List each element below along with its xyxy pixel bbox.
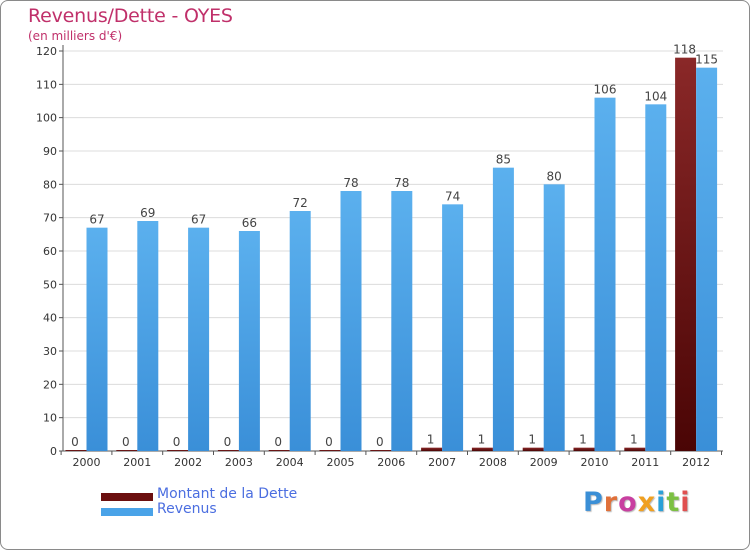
bar-dette-2007 [421, 447, 443, 451]
label-revenus-2001: 69 [140, 206, 155, 220]
y-tick-label: 70 [43, 212, 57, 225]
label-revenus-2007: 74 [445, 189, 460, 203]
y-tick-label: 40 [43, 312, 57, 325]
label-revenus-2000: 67 [89, 213, 104, 227]
x-tick-label: 2006 [377, 456, 405, 469]
x-tick-label: 2003 [225, 456, 253, 469]
logo-letter: i [680, 487, 691, 518]
bar-revenus-2008 [492, 167, 514, 451]
logo-letter: P [583, 487, 604, 518]
label-revenus-2010: 106 [594, 83, 617, 97]
legend-label-dette: Montant de la Dette [157, 486, 298, 502]
bar-revenus-2007 [442, 204, 464, 451]
label-dette-2002: 0 [173, 435, 181, 449]
bar-dette-2009 [522, 447, 544, 451]
logo-letter: t [666, 487, 681, 518]
bar-dette-2010 [573, 447, 595, 451]
bar-dette-2006 [370, 450, 392, 451]
x-tick-label: 2004 [276, 456, 304, 469]
bar-revenus-2004 [289, 211, 311, 451]
label-revenus-2004: 72 [293, 196, 308, 210]
bar-revenus-2000 [86, 227, 108, 451]
label-dette-2004: 0 [274, 435, 282, 449]
bar-revenus-2001 [137, 221, 159, 451]
label-dette-2011: 1 [630, 433, 638, 447]
label-revenus-2002: 67 [191, 213, 206, 227]
x-tick-label: 2010 [581, 456, 609, 469]
bar-revenus-2003 [238, 231, 260, 451]
label-dette-2007: 1 [427, 433, 435, 447]
chart-subtitle: (en milliers d'€) [28, 29, 123, 43]
bar-revenus-2010 [594, 97, 616, 452]
bar-revenus-2009 [543, 184, 565, 452]
bar-dette-2002 [167, 450, 189, 451]
label-dette-2005: 0 [325, 435, 333, 449]
x-tick-label: 2005 [327, 456, 355, 469]
bar-revenus-2002 [188, 227, 210, 451]
logo-letter: i [656, 487, 667, 518]
bar-dette-2004 [268, 450, 290, 451]
y-tick-label: 60 [43, 245, 57, 258]
y-tick-label: 120 [36, 45, 57, 58]
bar-dette-2001 [116, 450, 138, 451]
label-revenus-2011: 104 [644, 89, 667, 103]
label-dette-2010: 1 [579, 433, 587, 447]
logo-letter: o [618, 487, 638, 518]
bar-dette-2008 [471, 447, 493, 451]
label-dette-2012: 118 [673, 43, 696, 57]
label-revenus-2012: 115 [695, 53, 718, 67]
y-tick-label: 20 [43, 378, 57, 391]
x-tick-label: 2009 [530, 456, 558, 469]
x-tick-label: 2011 [631, 456, 659, 469]
bar-revenus-2006 [391, 191, 413, 451]
x-tick-label: 2012 [682, 456, 710, 469]
y-tick-label: 0 [50, 445, 57, 458]
y-tick-label: 50 [43, 278, 57, 291]
bar-dette-2012 [675, 57, 697, 452]
bar-revenus-2005 [340, 191, 362, 451]
legend-label-revenus: Revenus [157, 501, 217, 517]
logo-letter: x [637, 487, 657, 518]
bar-dette-2000 [65, 450, 87, 451]
y-tick-label: 80 [43, 178, 57, 191]
bar-revenus-2011 [645, 104, 667, 451]
label-revenus-2006: 78 [394, 176, 409, 190]
y-tick-label: 90 [43, 145, 57, 158]
y-tick-label: 30 [43, 345, 57, 358]
label-revenus-2008: 85 [496, 153, 511, 167]
label-revenus-2009: 80 [547, 169, 562, 183]
legend-swatch-dette [101, 493, 153, 501]
label-dette-2008: 1 [478, 433, 486, 447]
legend-swatch-revenus [101, 508, 153, 516]
label-dette-2000: 0 [71, 435, 79, 449]
label-dette-2003: 0 [224, 435, 232, 449]
x-tick-label: 2002 [174, 456, 202, 469]
label-dette-2009: 1 [528, 433, 536, 447]
proxiti-logo: Proxiti [583, 487, 691, 518]
bar-dette-2005 [319, 450, 341, 451]
x-tick-label: 2008 [479, 456, 507, 469]
bar-dette-2003 [217, 450, 239, 451]
bar-revenus-2012 [696, 67, 718, 452]
x-tick-label: 2001 [123, 456, 151, 469]
label-revenus-2003: 66 [242, 216, 257, 230]
chart-title: Revenus/Dette - OYES [28, 5, 233, 27]
label-revenus-2005: 78 [343, 176, 358, 190]
logo-letter: r [603, 487, 619, 518]
y-tick-label: 110 [36, 78, 57, 91]
x-tick-label: 2007 [428, 456, 456, 469]
label-dette-2006: 0 [376, 435, 384, 449]
bar-dette-2011 [624, 447, 646, 451]
x-tick-label: 2000 [73, 456, 101, 469]
y-tick-label: 100 [36, 112, 57, 125]
label-dette-2001: 0 [122, 435, 130, 449]
y-tick-label: 10 [43, 412, 57, 425]
